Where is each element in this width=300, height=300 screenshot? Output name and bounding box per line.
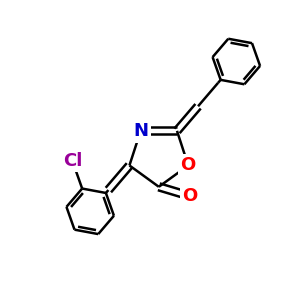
Text: O: O bbox=[181, 156, 196, 174]
Text: O: O bbox=[181, 156, 196, 174]
Text: N: N bbox=[133, 122, 148, 140]
Text: Cl: Cl bbox=[63, 152, 82, 170]
Text: O: O bbox=[182, 187, 197, 205]
Text: O: O bbox=[182, 187, 197, 205]
Text: N: N bbox=[133, 122, 148, 140]
